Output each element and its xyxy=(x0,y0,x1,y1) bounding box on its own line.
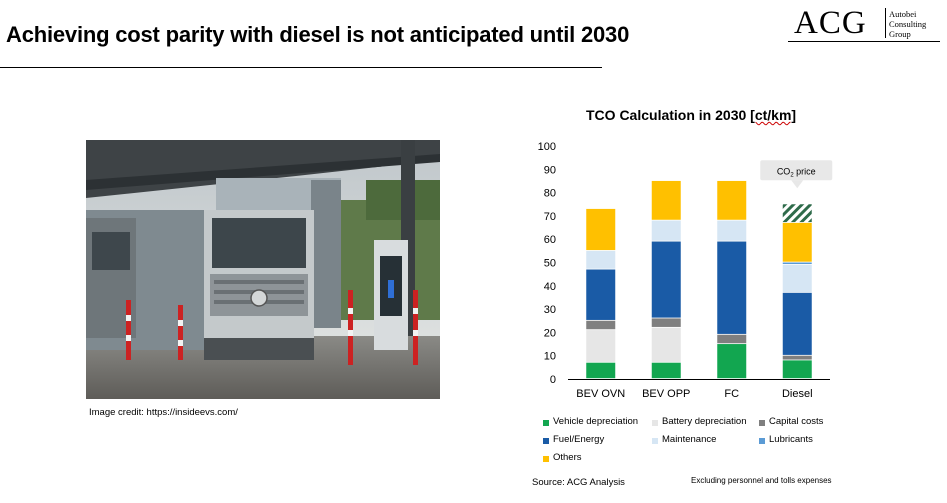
y-tick-label: 20 xyxy=(544,327,556,339)
bar-segment xyxy=(717,180,747,220)
y-tick-label: 80 xyxy=(544,188,556,200)
logo-underline xyxy=(788,41,940,42)
bar-segment xyxy=(651,180,681,220)
bar-segment xyxy=(782,262,812,265)
y-tick-label: 70 xyxy=(544,211,556,223)
y-tick-label: 100 xyxy=(538,141,556,153)
bar-segment xyxy=(717,344,747,379)
bar-segment xyxy=(586,320,616,330)
logo-line-3: Group xyxy=(889,29,911,39)
source-note: Source: ACG Analysis xyxy=(532,477,625,488)
legend-label: Lubricants xyxy=(769,434,813,445)
legend-label: Vehicle depreciation xyxy=(553,416,639,427)
tco-chart: 0 10 20 30 40 50 60 70 80 90 100 BEV OVN BEV OPP FC Di… xyxy=(538,141,833,400)
acg-logo: ACG Autobei Consulting Group xyxy=(788,4,940,42)
category-label: BEV OPP xyxy=(642,388,690,400)
category-label: BEV OVN xyxy=(576,388,625,400)
bar-segment xyxy=(586,330,616,362)
legend-swatch xyxy=(759,438,765,444)
logo-separator xyxy=(885,8,886,38)
bar-segment xyxy=(586,362,616,379)
category-label: Diesel xyxy=(782,388,813,400)
bar-segment xyxy=(717,241,747,334)
bar-segment xyxy=(651,318,681,327)
bar-segment xyxy=(782,355,812,360)
slide-title: Achieving cost parity with diesel is not… xyxy=(6,22,630,47)
category-label: FC xyxy=(724,388,739,400)
bar-segment xyxy=(782,222,812,262)
co2-hatched-segment xyxy=(782,204,812,223)
bar-segment xyxy=(651,362,681,379)
y-tick-label: 90 xyxy=(544,164,556,176)
bar-segment xyxy=(782,264,812,292)
bar-segment xyxy=(651,241,681,318)
legend-swatch xyxy=(543,420,549,426)
y-tick-label: 0 xyxy=(550,374,556,386)
y-tick-label: 10 xyxy=(544,351,556,363)
title-underline xyxy=(0,67,602,68)
chart-legend: Vehicle depreciation Battery depreciation… xyxy=(543,416,843,470)
legend-label: Capital costs xyxy=(769,416,824,427)
logo-line-2: Consulting xyxy=(889,19,927,29)
co2-callout-box xyxy=(760,160,833,181)
chart-title: TCO Calculation in 2030 [ct/km] xyxy=(586,107,796,123)
legend-label: Maintenance xyxy=(662,434,717,445)
bar-segment xyxy=(586,208,616,251)
image-credit: Image credit: https://insideevs.com/ xyxy=(89,407,238,418)
legend-swatch xyxy=(759,420,765,426)
legend-swatch xyxy=(543,438,549,444)
chart-title-text: TCO Calculation in 2030 xyxy=(586,107,747,123)
bar-segment xyxy=(586,250,616,269)
legend-swatch xyxy=(543,456,549,462)
y-tick-label: 40 xyxy=(544,281,556,293)
chart-title-unit: [ct/km] xyxy=(750,107,797,123)
bar-segment xyxy=(782,360,812,379)
co2-callout-pointer xyxy=(791,180,804,189)
footnote: Excluding personnel and tolls expenses xyxy=(691,476,832,485)
y-tick-label: 30 xyxy=(544,304,556,316)
bar-segment xyxy=(782,292,812,355)
bar-segment xyxy=(651,220,681,241)
bar-segment xyxy=(717,334,747,344)
co2-callout-label: CO2 price xyxy=(777,166,816,178)
logo-line-1: Autobei xyxy=(889,9,917,19)
bar-segment xyxy=(717,220,747,241)
legend-label: Battery depreciation xyxy=(662,416,747,427)
logo-subtext: Autobei Consulting Group xyxy=(889,9,926,39)
y-tick-label: 50 xyxy=(544,258,556,270)
y-tick-label: 60 xyxy=(544,234,556,246)
bar-segment xyxy=(586,269,616,320)
legend-label: Others xyxy=(553,452,582,463)
legend-label: Fuel/Energy xyxy=(553,434,605,445)
legend-swatch xyxy=(652,438,658,444)
logo-main-text: ACG xyxy=(794,5,867,41)
legend-swatch xyxy=(652,420,658,426)
truck-photo xyxy=(86,140,440,399)
bar-segment xyxy=(651,327,681,362)
